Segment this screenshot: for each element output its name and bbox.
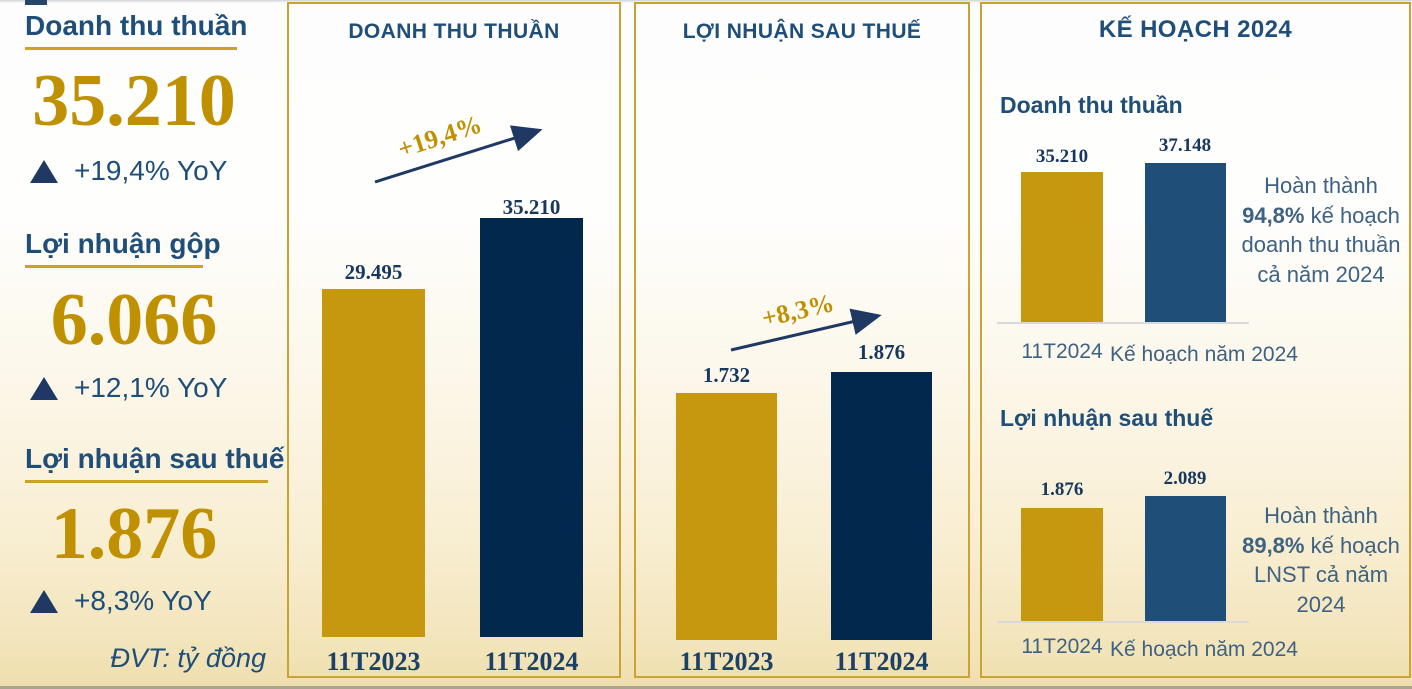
cropped-header-mark (25, 0, 47, 5)
plan-revenue-heading: Doanh thu thuần (1000, 92, 1183, 118)
x-axis-label: 11T2023 (326, 647, 421, 676)
note-line: 94,8% kế hoạch (1242, 202, 1400, 228)
bar-value-label: 1.876 (1040, 479, 1084, 500)
note-line: cả năm 2024 (1257, 262, 1385, 288)
metric-gross-profit-yoy: +12,1% YoY (30, 372, 227, 404)
x-axis-label: Kế hoạch năm 2024 (1110, 343, 1298, 366)
bar-11t2023-profit (676, 393, 777, 640)
metric-net-revenue-yoy: +19,4% YoY (30, 155, 227, 187)
metric-net-profit-label: Lợi nhuận sau thuế (25, 443, 285, 474)
plan-2024-panel: KẾ HOẠCH 2024 Doanh thu thuần 35.210 37.… (980, 2, 1411, 678)
note-line: 2024 (1296, 592, 1346, 618)
bar-value-label: 2.089 (1163, 468, 1207, 489)
x-axis-label: Kế hoạch năm 2024 (1110, 638, 1298, 661)
bar-11t2023-revenue (322, 289, 425, 637)
note-line: 89,8% kế hoạch (1242, 532, 1400, 558)
up-triangle-icon (30, 376, 58, 400)
completion-percent: 94,8% (1242, 202, 1305, 228)
note-line: Hoàn thành (1264, 503, 1378, 528)
plan-profit-heading: Lợi nhuận sau thuế (1000, 405, 1214, 431)
growth-arrow (730, 308, 882, 352)
x-axis-label: 11T2024 (484, 647, 579, 676)
bar-value-label: 1.876 (857, 340, 906, 364)
bar-value-label: 37.148 (1158, 135, 1212, 156)
bar-value-label: 35.210 (1035, 146, 1089, 167)
bar-value-label: 35.210 (502, 195, 561, 219)
up-triangle-icon (30, 159, 58, 183)
gold-underline (25, 265, 203, 268)
bar-11t2024-profit (831, 372, 932, 640)
metric-net-profit-value: 1.876 (50, 493, 218, 575)
yoy-text: +8,3% YoY (74, 585, 212, 616)
plan-profit-completion-note: Hoàn thành 89,8% kế hoạch LNST cả năm 20… (1235, 501, 1407, 620)
metric-net-revenue-label: Doanh thu thuần (25, 10, 248, 41)
metric-net-revenue-value: 35.210 (32, 60, 236, 142)
metric-net-profit-yoy: +8,3% YoY (30, 585, 212, 617)
chart-title: LỢI NHUẬN SAU THUẾ (682, 20, 922, 43)
gold-underline (25, 480, 268, 483)
note-line: Hoàn thành (1264, 173, 1378, 198)
metric-gross-profit-label: Lợi nhuận gộp (25, 228, 221, 259)
x-axis-label: 11T2023 (679, 647, 774, 676)
bar-2024-revenue-plan (1145, 163, 1226, 322)
note-line: LNST cả năm (1253, 562, 1389, 588)
yoy-text: +12,1% YoY (74, 372, 228, 403)
chart-title: DOANH THU THUẦN (348, 20, 560, 43)
unit-note: ĐVT: tỷ đồng (110, 643, 266, 673)
x-axis-label: 11T2024 (1021, 340, 1103, 363)
bar-value-label: 1.732 (702, 363, 751, 387)
note-line: doanh thu thuần (1241, 232, 1401, 258)
bar-2024-profit-plan (1145, 496, 1226, 621)
yoy-text: +19,4% YoY (74, 155, 228, 186)
net-profit-chart-panel: LỢI NHUẬN SAU THUẾ +8,3% 1.732 1.876 11T… (634, 2, 970, 678)
bar-value-label: 29.495 (344, 260, 403, 284)
x-axis-label: 11T2024 (834, 647, 929, 676)
bar-11t2024-revenue-actual (1021, 172, 1103, 322)
net-revenue-chart-panel: DOANH THU THUẦN +19,4% 29.495 35.210 11T… (287, 2, 621, 678)
bar-11t2024-profit-actual (1021, 508, 1103, 621)
metric-gross-profit-value: 6.066 (50, 279, 218, 361)
axis-baseline (997, 322, 1249, 324)
bar-11t2024-revenue (480, 218, 583, 637)
gold-underline (25, 47, 237, 50)
axis-baseline (997, 621, 1249, 623)
growth-arrow (374, 125, 543, 184)
completion-percent: 89,8% (1242, 532, 1305, 558)
panel-title: KẾ HOẠCH 2024 (1098, 16, 1293, 43)
plan-revenue-completion-note: Hoàn thành 94,8% kế hoạch doanh thu thuầ… (1235, 171, 1407, 290)
x-axis-label: 11T2024 (1021, 635, 1103, 658)
up-triangle-icon (30, 589, 58, 613)
